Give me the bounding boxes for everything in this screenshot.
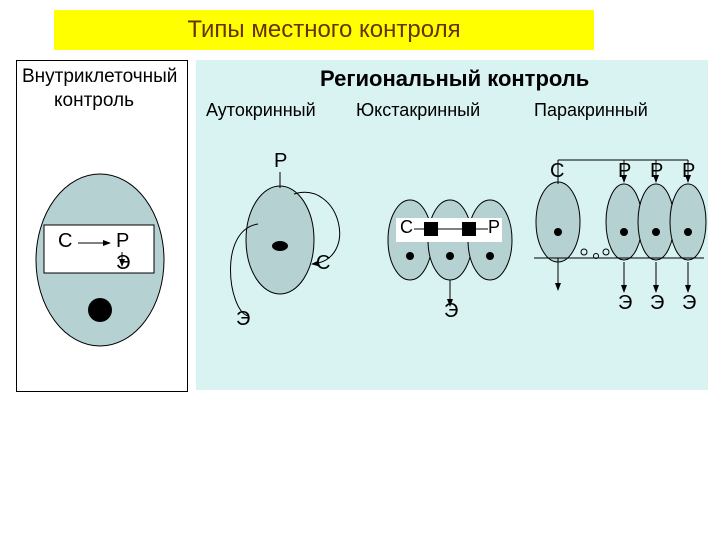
left-E: Э	[116, 252, 130, 275]
left-C: С	[58, 230, 72, 253]
auto-E: Э	[236, 308, 250, 331]
para-E3: Э	[682, 292, 696, 315]
para-P1: Р	[618, 160, 631, 183]
left-P: Р	[116, 230, 129, 253]
para-C: С	[550, 160, 564, 183]
jux-P: Р	[488, 217, 500, 238]
para-E1: Э	[618, 292, 632, 315]
auto-C: С	[316, 252, 330, 275]
auto-P: Р	[274, 150, 287, 173]
para-P3: Р	[682, 160, 695, 183]
para-E2: Э	[650, 292, 664, 315]
para-P2: Р	[650, 160, 663, 183]
jux-C: С	[400, 217, 413, 238]
jux-E: Э	[444, 300, 458, 323]
diagram-svg	[0, 0, 720, 540]
